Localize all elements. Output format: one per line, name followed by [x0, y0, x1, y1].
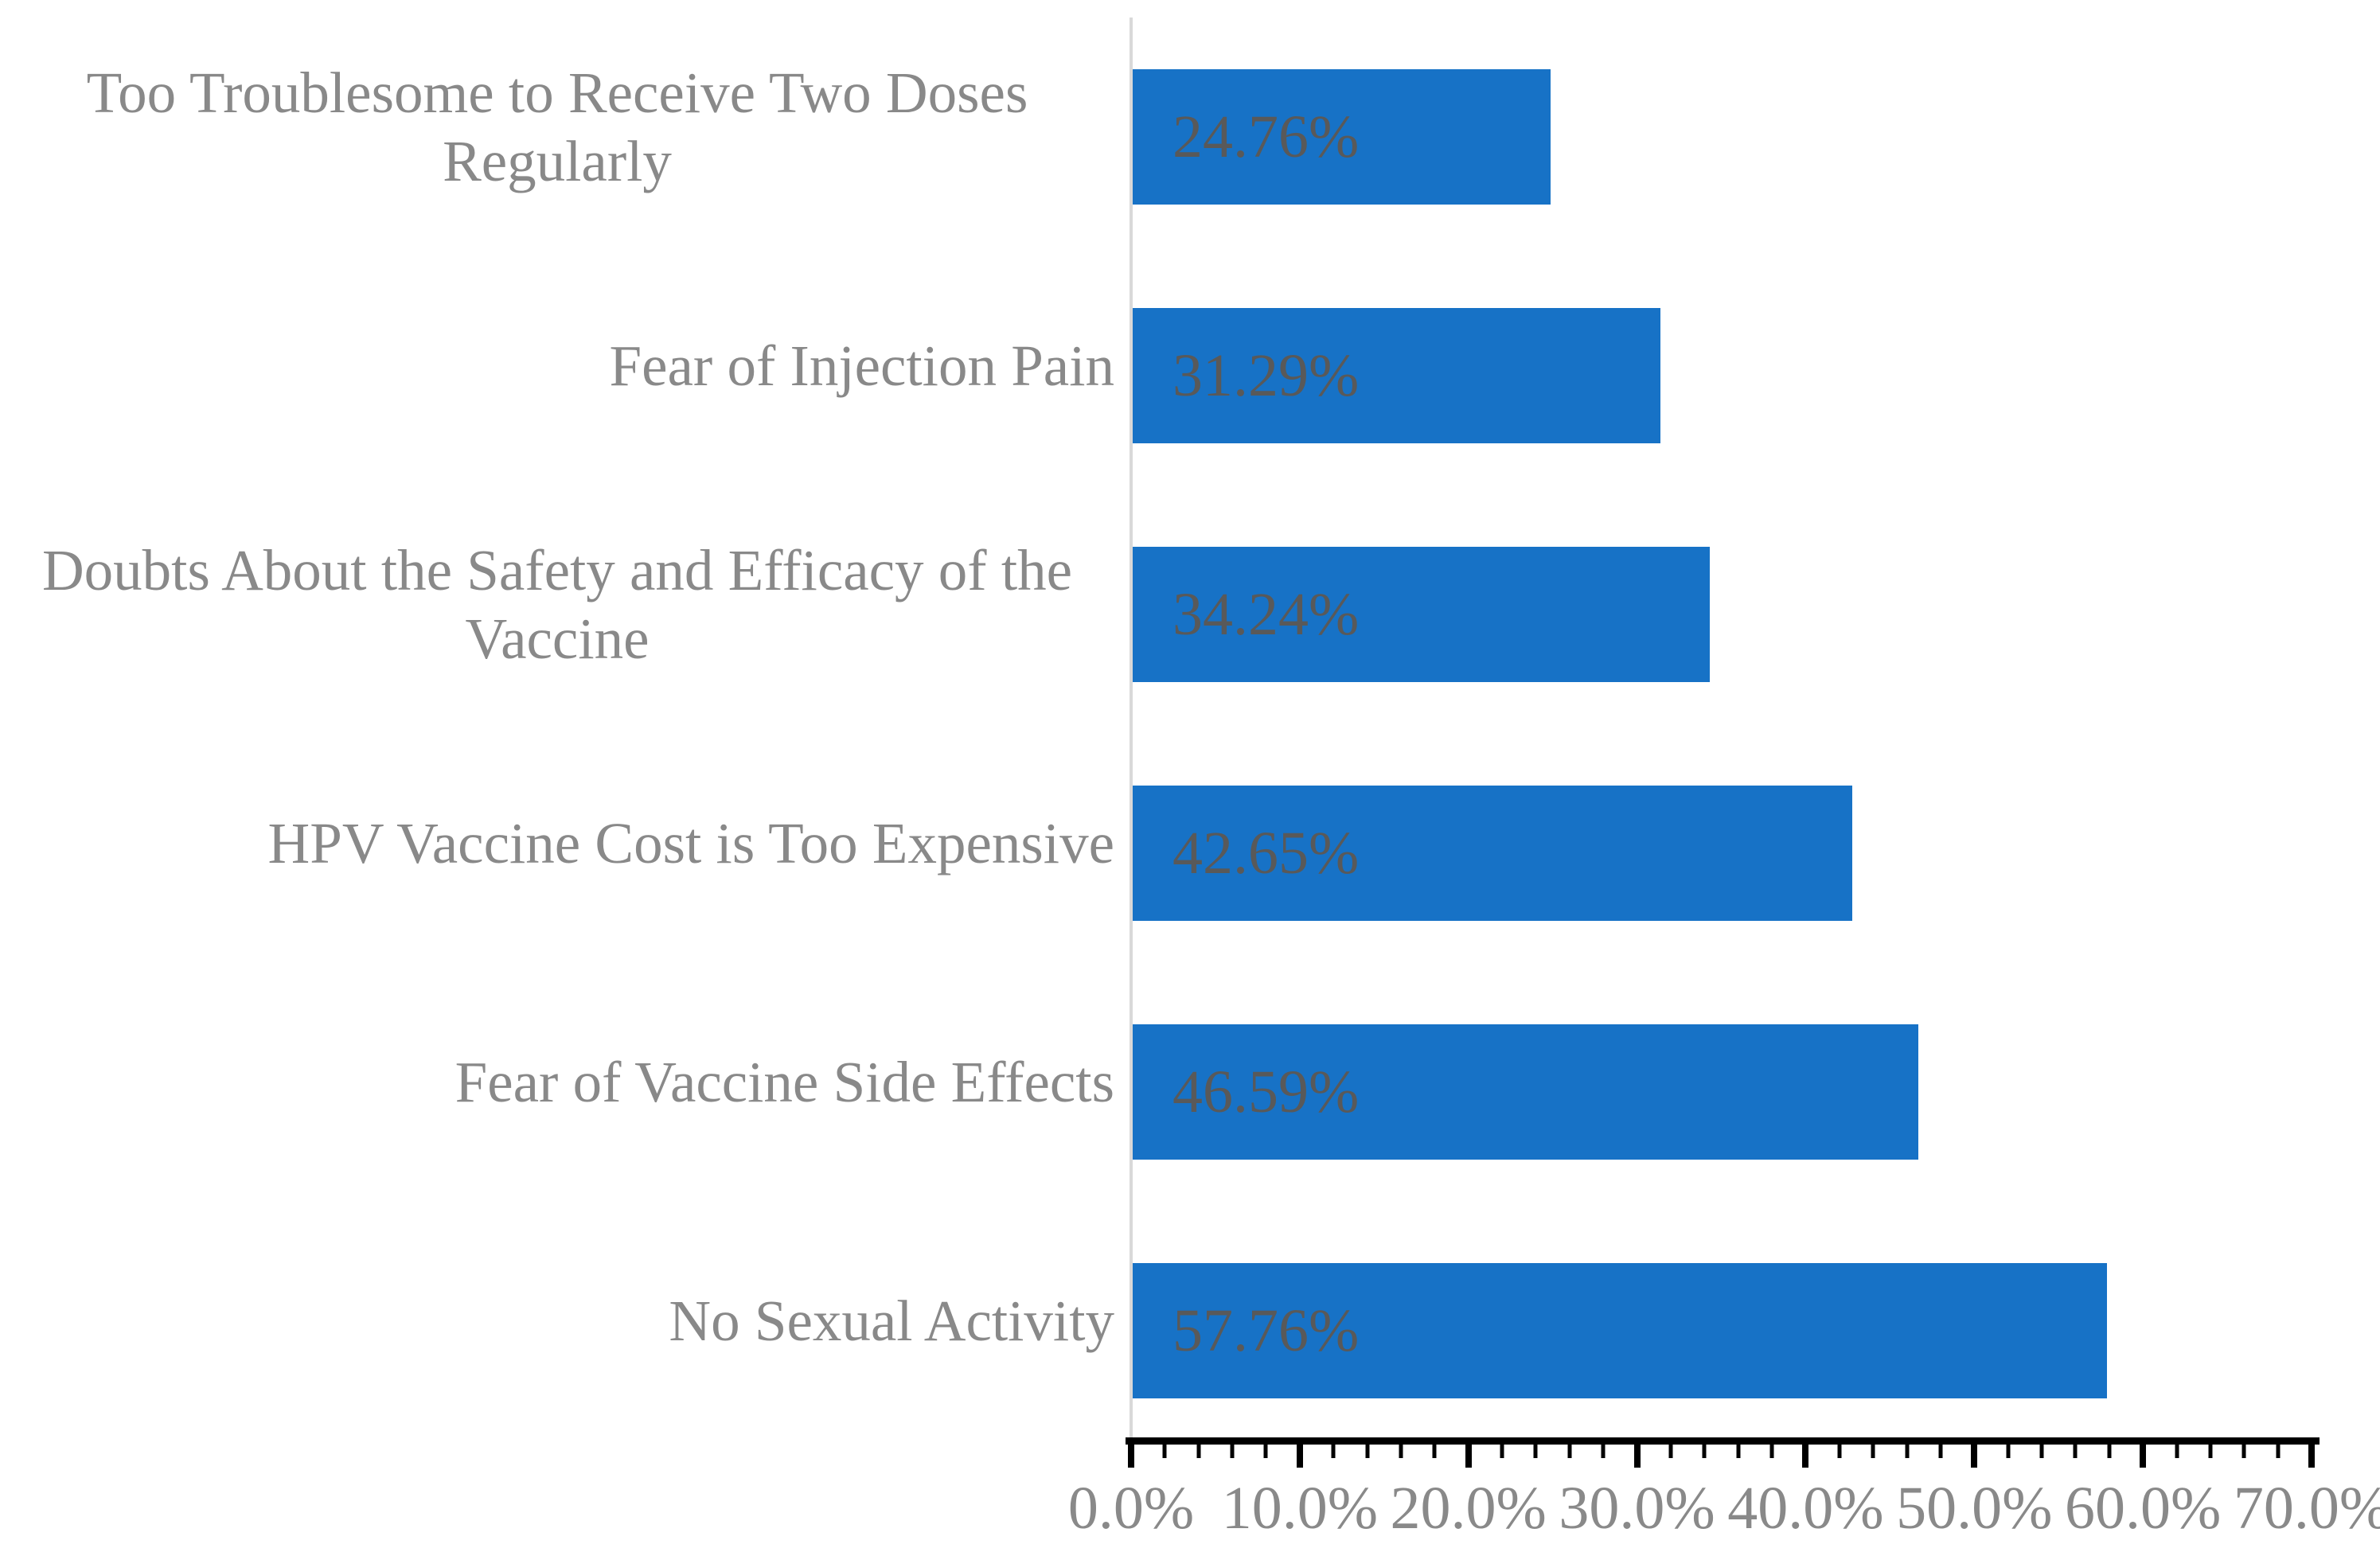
minor-tick — [2006, 1437, 2011, 1458]
x-tick-label: 0.0% — [1067, 1475, 1195, 1542]
category-label-text: HPV Vaccine Cost is Too Expensive — [267, 810, 1115, 875]
minor-tick — [1432, 1437, 1437, 1458]
major-tick — [1296, 1437, 1303, 1468]
minor-tick — [1837, 1437, 1842, 1458]
value-label: 57.76% — [1172, 1297, 1360, 1364]
minor-tick — [1365, 1437, 1370, 1458]
bar: 57.76% — [1133, 1263, 2107, 1398]
x-tick-label: 10.0% — [1221, 1475, 1378, 1542]
value-label: 34.24% — [1172, 580, 1360, 648]
major-tick — [1971, 1437, 1978, 1468]
value-label: 24.76% — [1172, 103, 1360, 170]
minor-tick — [1736, 1437, 1741, 1458]
category-label-text: Too Troublesome to Receive Two Doses Reg… — [86, 60, 1028, 193]
minor-tick — [1938, 1437, 1943, 1458]
x-tick-label: 60.0% — [2064, 1475, 2222, 1542]
major-tick — [1633, 1437, 1641, 1468]
minor-tick — [2039, 1437, 2044, 1458]
category-label: Too Troublesome to Receive Two Doses Reg… — [0, 8, 1114, 247]
value-axis-line — [1126, 1437, 2320, 1445]
category-label: No Sexual Activity — [0, 1202, 1114, 1441]
minor-tick — [1702, 1437, 1707, 1458]
value-label: 46.59% — [1172, 1058, 1360, 1125]
major-tick — [1802, 1437, 1809, 1468]
bar: 42.65% — [1133, 786, 1852, 921]
value-label: 42.65% — [1172, 819, 1360, 887]
category-label-text: Fear of Injection Pain — [609, 333, 1114, 398]
minor-tick — [2208, 1437, 2213, 1458]
bar: 31.29% — [1133, 308, 1660, 443]
x-tick-label: 20.0% — [1390, 1475, 1547, 1542]
category-label: Fear of Injection Pain — [0, 247, 1114, 485]
category-label-text: No Sexual Activity — [669, 1288, 1114, 1353]
major-tick — [1465, 1437, 1472, 1468]
minor-tick — [1567, 1437, 1572, 1458]
minor-tick — [2241, 1437, 2246, 1458]
minor-tick — [1399, 1437, 1403, 1458]
major-tick — [2140, 1437, 2147, 1468]
minor-tick — [1769, 1437, 1774, 1458]
x-tick-label: 30.0% — [1559, 1475, 1715, 1542]
x-tick-label: 70.0% — [2233, 1475, 2380, 1542]
x-tick-label: 40.0% — [1727, 1475, 1884, 1542]
minor-tick — [2107, 1437, 2112, 1458]
bar: 46.59% — [1133, 1024, 1918, 1160]
minor-tick — [1871, 1437, 1875, 1458]
category-label: HPV Vaccine Cost is Too Expensive — [0, 724, 1115, 963]
major-tick — [1128, 1437, 1134, 1468]
minor-tick — [1331, 1437, 1336, 1458]
minor-tick — [2276, 1437, 2281, 1458]
category-label-text: Fear of Vaccine Side Effects — [455, 1049, 1114, 1114]
bar: 34.24% — [1133, 547, 1710, 682]
major-tick — [2308, 1437, 2315, 1468]
minor-tick — [1533, 1437, 1538, 1458]
bar: 24.76% — [1133, 69, 1551, 205]
minor-tick — [2175, 1437, 2179, 1458]
minor-tick — [1162, 1437, 1167, 1458]
minor-tick — [1668, 1437, 1673, 1458]
category-axis-line — [1130, 18, 1133, 1437]
category-label: Doubts About the Safety and Efficacy of … — [0, 485, 1114, 724]
minor-tick — [1601, 1437, 1606, 1458]
minor-tick — [1500, 1437, 1504, 1458]
minor-tick — [1196, 1437, 1201, 1458]
minor-tick — [1230, 1437, 1235, 1458]
category-label: Fear of Vaccine Side Effects — [0, 963, 1114, 1202]
category-label-text: Doubts About the Safety and Efficacy of … — [41, 537, 1073, 671]
minor-tick — [1905, 1437, 1910, 1458]
minor-tick — [2073, 1437, 2078, 1458]
x-tick-label: 50.0% — [1896, 1475, 2053, 1542]
minor-tick — [1263, 1437, 1268, 1458]
value-label: 31.29% — [1172, 341, 1360, 409]
